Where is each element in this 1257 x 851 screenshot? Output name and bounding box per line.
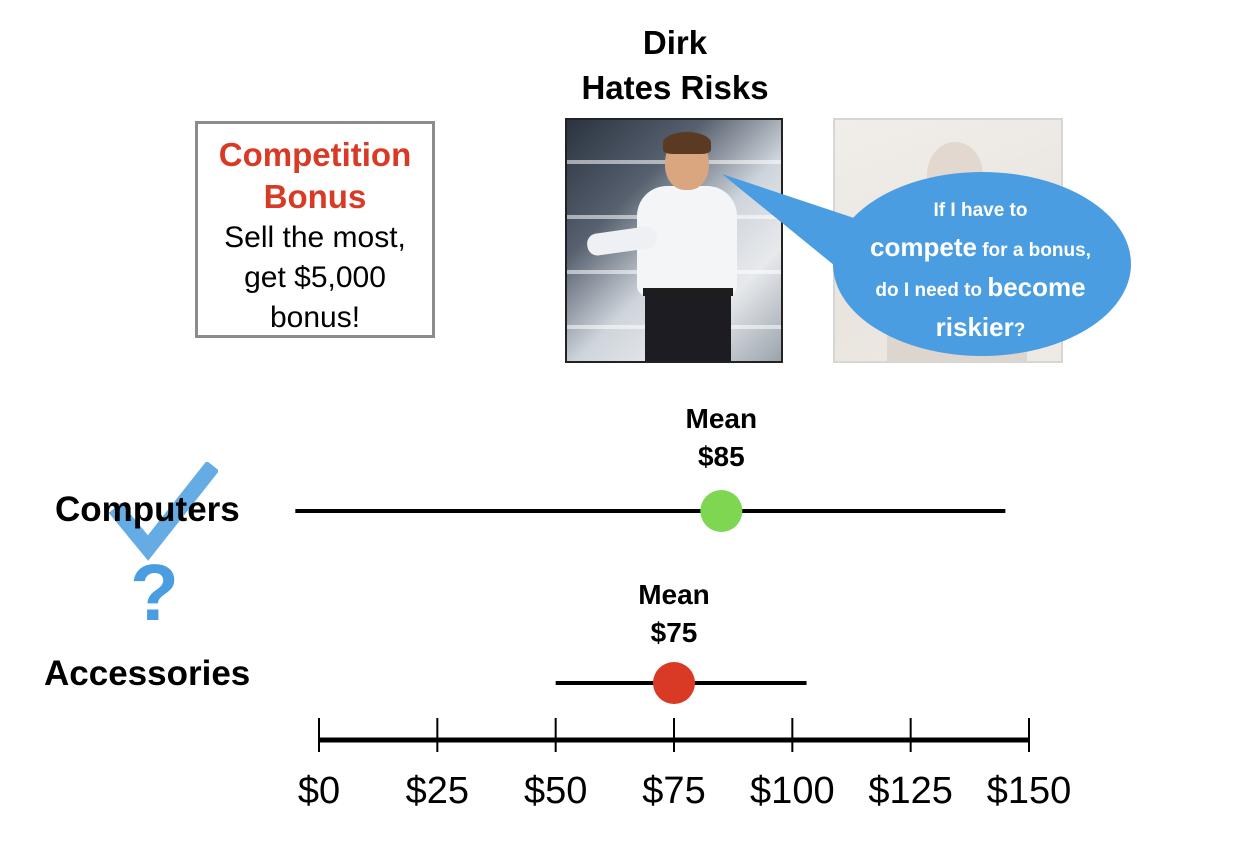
- x-tick-label: $0: [298, 770, 340, 812]
- competition-bonus-box: Competition Bonus Sell the most, get $5,…: [195, 121, 435, 338]
- bubble-strong-riskier: riskier: [935, 312, 1014, 342]
- question-mark-icon: ?: [130, 548, 179, 637]
- bubble-strong-become: become: [987, 272, 1086, 302]
- title-line-1: Dirk: [642, 24, 708, 61]
- title-line-2: Hates Risks: [581, 69, 769, 106]
- bonus-title-line-2: Bonus: [263, 178, 367, 215]
- accessories-label: Accessories: [44, 654, 251, 693]
- bonus-body-line-2: get $5,000: [244, 261, 386, 294]
- mean-marker: [700, 490, 743, 532]
- bubble-line-2-rest: for a bonus,: [976, 240, 1091, 261]
- bubble-strong-compete: compete: [870, 232, 977, 262]
- mean-label-line-2: $75: [651, 617, 698, 648]
- bonus-body-line-1: Sell the most,: [224, 221, 406, 254]
- x-tick-label: $100: [750, 770, 835, 812]
- mean-label-line-2: $85: [698, 441, 745, 472]
- computers-label: Computers: [55, 490, 240, 529]
- dirk-photo: [565, 118, 783, 363]
- bubble-line-4: riskier?: [848, 309, 1113, 349]
- bubble-question-end: ?: [1013, 320, 1026, 341]
- bubble-line-3-lead: do I need to: [875, 280, 988, 301]
- bonus-body-line-3: bonus!: [269, 301, 361, 334]
- checkmark-icon: [108, 462, 218, 561]
- x-tick-label: $150: [987, 770, 1072, 812]
- bubble-line-3: do I need to become: [848, 269, 1113, 309]
- x-tick-label: $75: [642, 770, 705, 812]
- mean-label-line-1: Mean: [686, 403, 758, 434]
- bubble-line-2: compete for a bonus,: [848, 229, 1113, 269]
- speech-bubble-text: If I have to compete for a bonus, do I n…: [848, 193, 1113, 349]
- x-tick-label: $50: [524, 770, 587, 812]
- page-title: Dirk Hates Risks: [560, 20, 790, 110]
- bonus-title-line-1: Competition: [218, 136, 412, 173]
- x-tick-label: $25: [406, 770, 469, 812]
- bubble-line-1: If I have to: [933, 200, 1028, 221]
- speech-bubble: [722, 172, 1131, 356]
- x-tick-label: $125: [868, 770, 953, 812]
- mean-label-line-1: Mean: [638, 579, 710, 610]
- mean-marker: [653, 662, 695, 704]
